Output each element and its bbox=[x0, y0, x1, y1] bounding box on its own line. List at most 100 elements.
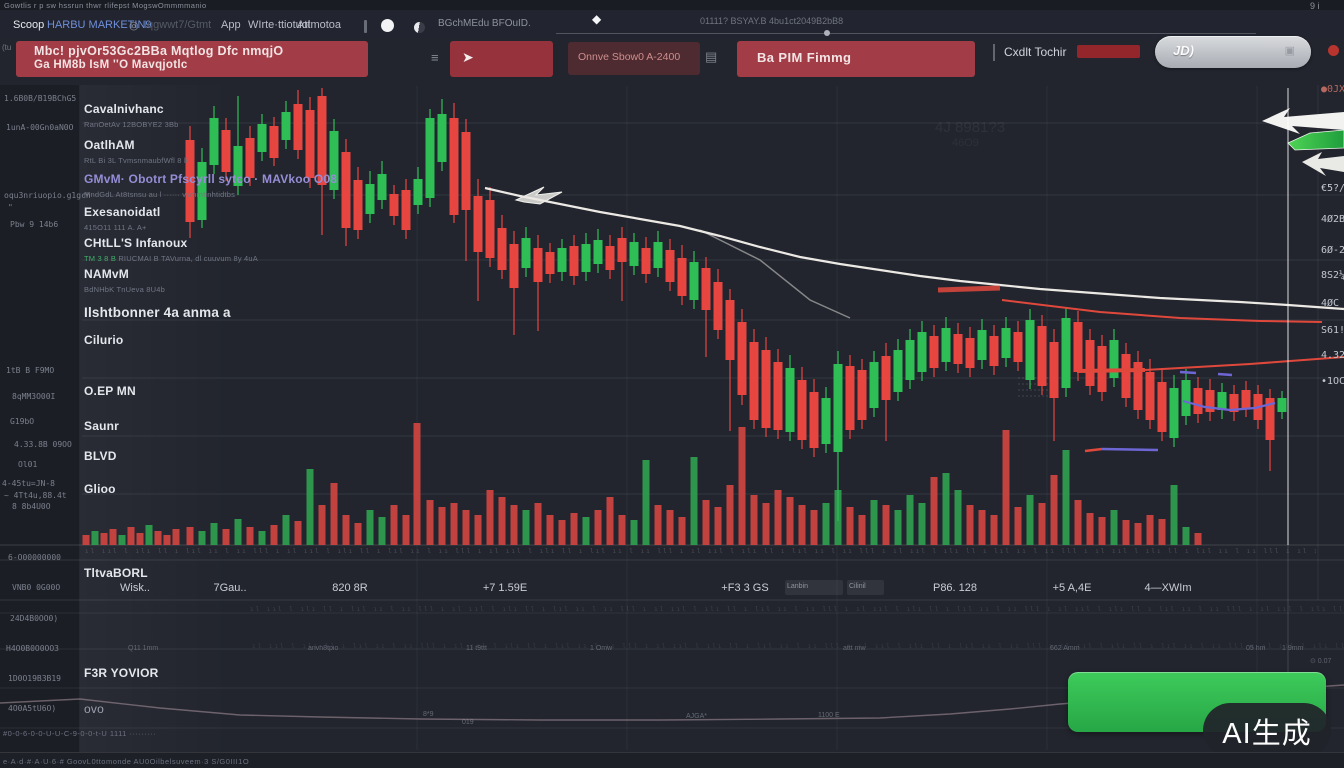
slider-handle[interactable] bbox=[824, 30, 830, 36]
menu-item-6[interactable]: WIrte·ttiotuol bbox=[248, 19, 311, 31]
sidebar-item-3[interactable]: GMvM· Obotrt Pfscyrll sytco · MAVkoo O08… bbox=[84, 170, 337, 199]
ai-watermark-badge: AI生成 bbox=[1203, 703, 1331, 758]
left-axis-value: 4O0A5tU6O) bbox=[8, 704, 57, 713]
red-level-blob bbox=[937, 285, 1001, 293]
menu-item-1[interactable]: Scoop bbox=[13, 19, 45, 31]
toolbar-left-note: (tu bbox=[2, 43, 12, 52]
left-axis-gutter bbox=[0, 85, 80, 768]
x-axis-label: 7Gau.. bbox=[213, 582, 247, 594]
sidebar-item-sub: MndGdL At8tsnsu au l ······ vvmmtinhtidt… bbox=[84, 190, 236, 199]
sidebar-item-5[interactable]: CHtLL'S Infanoux TM 3 8 B RIUCMAI B TAVur… bbox=[84, 234, 258, 263]
interval-button[interactable]: Onnve Sbow0 A-2400 bbox=[568, 42, 700, 75]
left-axis-value: H4O0B0O0OO3 bbox=[6, 644, 59, 653]
ma-line-red bbox=[1001, 299, 1323, 323]
left-axis-value: 8qMM3O00I bbox=[12, 392, 56, 401]
sidebar-item-title: BLVD bbox=[84, 449, 117, 463]
left-axis-value: 6-O00000000 bbox=[8, 553, 61, 562]
cursor-arrow-icon bbox=[1262, 108, 1344, 134]
x-axis-label: 4—XWIm bbox=[1144, 582, 1192, 594]
left-axis-value: G19bO bbox=[10, 417, 35, 426]
sidebar-item-title: CHtLL'S Infanoux bbox=[84, 236, 188, 250]
lower-tick-label: 662 Amm bbox=[1050, 645, 1080, 652]
sidebar-item-title: Cilurio bbox=[84, 333, 124, 347]
sidebar-item-10[interactable]: Saunr bbox=[84, 417, 119, 435]
left-axis-value: 1tB B F9MO bbox=[6, 366, 55, 375]
symbol-info-button[interactable]: Mbc! pjvOr53Gc2BBa Mqtlog Dfc nmqjO Ga H… bbox=[16, 41, 368, 77]
sidebar-item-title: Exesanoidatl bbox=[84, 205, 161, 219]
sidebar-item-title: OatlhAM bbox=[84, 138, 135, 152]
list-icon[interactable]: ≡ bbox=[431, 50, 439, 65]
red-indicator-bar[interactable] bbox=[1077, 45, 1140, 58]
sidebar-item-14[interactable]: F3R YOVIOR bbox=[84, 664, 158, 682]
volume-series bbox=[82, 423, 1202, 545]
left-axis-value: 1.6B0B/B19BChG5 bbox=[4, 94, 77, 103]
price-label: 4ØC bbox=[1321, 298, 1340, 309]
record-dot-icon[interactable] bbox=[1328, 45, 1339, 56]
sidebar-item-title: GMvM· Obotrt Pfscyrll sytco · MAVkoo O08 bbox=[84, 172, 338, 186]
action-button[interactable]: Ba PIM Fimmg bbox=[737, 41, 975, 77]
sidebar-item-4[interactable]: Exesanoidatl 415O11 111 A. A+ bbox=[84, 203, 160, 232]
arrow-icon: ➤ bbox=[462, 49, 474, 65]
price-label: 8S2¼ bbox=[1321, 270, 1344, 281]
x-axis-chip[interactable]: Cilinil bbox=[847, 580, 884, 595]
left-axis-value: 8 8b4U0O bbox=[12, 502, 51, 511]
x-axis-label: Wisk.. bbox=[120, 582, 150, 594]
menu-item-7[interactable]: Attmotoa bbox=[297, 19, 342, 31]
sidebar-item-13[interactable]: TltvaBORL bbox=[84, 564, 148, 582]
lower-tick-row: ıl ııl l ılı ll ı lıl ıı l ıı lll ı ıl ı… bbox=[250, 606, 1344, 613]
left-axis-value: 1D0O19B3B19 bbox=[8, 674, 61, 683]
left-axis-value: " bbox=[8, 203, 13, 212]
sidebar-item-title: NAMvM bbox=[84, 267, 129, 281]
footer-row1: #0-0-6-0-0-U-U-C-9-0-0-t-U 1111 ········… bbox=[3, 729, 157, 738]
sidebar-item-title: F3R YOVIOR bbox=[84, 666, 159, 680]
sidebar-item-1[interactable]: Cavalnivhanc RanOetAv 12BOBYE2 3Bb bbox=[84, 100, 179, 129]
arrow-button[interactable]: ➤ bbox=[450, 41, 553, 77]
price-label: •1OC bbox=[1321, 376, 1344, 387]
x-axis-tick-row: ıl ııl l ılı ll ı lıl ıı l ıı lll ı ıl ı… bbox=[85, 548, 1316, 555]
sidebar-item-8[interactable]: Cilurio bbox=[84, 331, 123, 349]
mode-pill-button[interactable]: JD) ▣ bbox=[1155, 36, 1311, 68]
lower-tick-label: ⊙ 0.07 bbox=[1310, 658, 1332, 665]
blue-indicator-line bbox=[1101, 447, 1159, 452]
purple-dash bbox=[1179, 370, 1197, 375]
sidebar-item-title: ovo bbox=[84, 702, 104, 716]
lower-tick-label: 1 Omw bbox=[590, 645, 613, 652]
x-axis-label: P86. 128 bbox=[932, 582, 978, 594]
sidebar-item-9[interactable]: O.EP MN bbox=[84, 382, 136, 400]
sidebar-item-2[interactable]: OatlhAM RtL Bi 3L TvmsnmaubfWfl 8 li bbox=[84, 136, 188, 165]
indicator-line-label: 019 bbox=[462, 719, 474, 726]
menu-item-2[interactable]: HARBU MARKETIN9 bbox=[47, 19, 152, 31]
circle-icon[interactable] bbox=[381, 19, 394, 32]
menu-item-5[interactable]: App bbox=[221, 19, 241, 31]
sidebar-item-title: TltvaBORL bbox=[84, 566, 148, 580]
candlestick-series bbox=[185, 88, 1287, 521]
sidebar-item-12[interactable]: Glioo bbox=[84, 480, 116, 498]
sidebar-item-7[interactable]: Ilshtbonner 4a anma a bbox=[84, 304, 231, 322]
x-axis-chip[interactable]: Lanbin bbox=[785, 580, 843, 595]
sidebar-item-11[interactable]: BLVD bbox=[84, 447, 117, 465]
green-price-tag bbox=[1287, 129, 1344, 151]
grid-icon[interactable]: ▤ bbox=[705, 49, 718, 64]
moon-theme-icon[interactable] bbox=[414, 22, 425, 33]
left-axis-value: ~ 4Tt4u,88.4t bbox=[4, 491, 67, 500]
x-axis-label: +5 A,4E bbox=[1052, 582, 1092, 594]
left-axis-value: 24D4B0OO0) bbox=[10, 614, 59, 623]
sidebar-item-6[interactable]: NAMvM BdNHbK TnUeva 8U4b bbox=[84, 265, 165, 294]
left-axis-value: oqu3nriuopio.g1gch bbox=[4, 191, 91, 200]
x-axis-label: +7 1.59E bbox=[482, 582, 528, 594]
menu-item-4[interactable]: Iqgwwt7/Gtmt bbox=[144, 19, 212, 31]
pill-label: JD) bbox=[1173, 43, 1194, 58]
pill-icon: ▣ bbox=[1284, 45, 1295, 57]
sidebar-item-sub: RtL Bi 3L TvmsnmaubfWfl 8 li bbox=[84, 156, 188, 165]
menu-item-3[interactable]: ◎ bbox=[129, 20, 139, 32]
price-label: 4.32 B bbox=[1321, 350, 1344, 361]
sidebar-item-sub: RanOetAv 12BOBYE2 3Bb bbox=[84, 120, 179, 129]
drawing-annotation[interactable] bbox=[514, 186, 563, 205]
sidebar-item-15[interactable]: ovo bbox=[84, 700, 104, 718]
indicator-line-label: AJGA* bbox=[686, 713, 708, 720]
toolbar-divider bbox=[993, 44, 995, 61]
sidebar-item-title: Ilshtbonner 4a anma a bbox=[84, 305, 231, 320]
